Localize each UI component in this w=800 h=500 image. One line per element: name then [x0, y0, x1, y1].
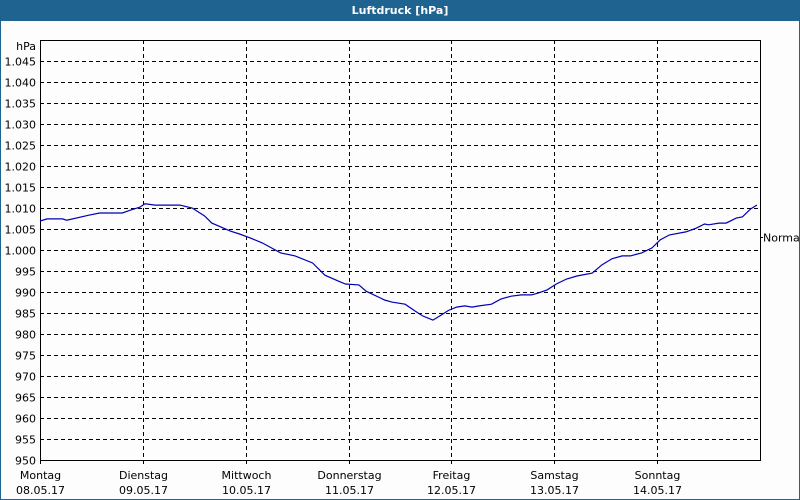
x-tick-date: 08.05.17	[16, 484, 65, 497]
window-title: Luftdruck [hPa]	[0, 0, 800, 21]
pressure-line	[39, 203, 758, 321]
y-tick-label: 1.005	[5, 224, 37, 237]
x-tick-date: 14.05.17	[633, 484, 682, 497]
x-tick-date: 12.05.17	[427, 484, 476, 497]
x-tick-date: 11.05.17	[325, 484, 374, 497]
x-tick-day: Montag	[20, 469, 61, 482]
y-tick-label: 1.000	[5, 245, 37, 258]
y-tick-label: 980	[15, 329, 36, 342]
y-tick-label: 1.035	[5, 98, 37, 111]
normal-reference-annotation: Normal	[760, 232, 800, 245]
y-tick-label: 1.010	[5, 203, 37, 216]
y-tick-label: 1.025	[5, 140, 37, 153]
y-tick-label: 965	[15, 392, 36, 405]
x-tick-day: Samstag	[530, 469, 578, 482]
y-tick-label: 960	[15, 413, 36, 426]
plot-area-frame	[40, 40, 761, 461]
annotation-label: Normal	[763, 232, 800, 245]
y-axis-tick-labels: 950 955 960 965 970 975 980 985 990 995 1.000 1.005…	[5, 56, 37, 468]
y-axis-unit-label: hPa	[16, 40, 36, 53]
x-tick-day: Mittwoch	[222, 469, 272, 482]
horizontal-gridlines	[40, 61, 760, 440]
y-tick-label: 1.030	[5, 119, 37, 132]
y-tick-label: 970	[15, 371, 36, 384]
vertical-gridlines	[40, 40, 658, 464]
y-tick-label: 1.040	[5, 77, 37, 90]
y-tick-label: 1.015	[5, 182, 37, 195]
x-tick-day: Dienstag	[119, 469, 168, 482]
y-tick-label: 995	[15, 266, 36, 279]
y-tick-label: 1.045	[5, 56, 37, 69]
x-tick-day: Freitag	[433, 469, 471, 482]
x-tick-date: 10.05.17	[222, 484, 271, 497]
x-tick-date: 09.05.17	[119, 484, 168, 497]
x-axis-tick-labels: Montag 08.05.17 Dienstag 09.05.17 Mittwoch 10…	[16, 469, 682, 497]
y-tick-label: 990	[15, 287, 36, 300]
x-tick-day: Donnerstag	[317, 469, 381, 482]
y-tick-label: 985	[15, 308, 36, 321]
y-tick-label: 950	[15, 455, 36, 468]
x-tick-day: Sonntag	[635, 469, 681, 482]
x-tick-date: 13.05.17	[530, 484, 579, 497]
y-tick-label: 975	[15, 350, 36, 363]
y-tick-label: 1.020	[5, 161, 37, 174]
y-tick-label: 955	[15, 434, 36, 447]
